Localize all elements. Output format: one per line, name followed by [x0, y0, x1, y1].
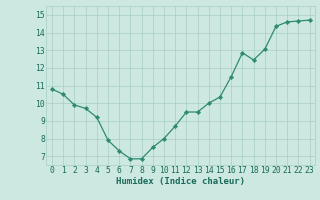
- X-axis label: Humidex (Indice chaleur): Humidex (Indice chaleur): [116, 177, 245, 186]
